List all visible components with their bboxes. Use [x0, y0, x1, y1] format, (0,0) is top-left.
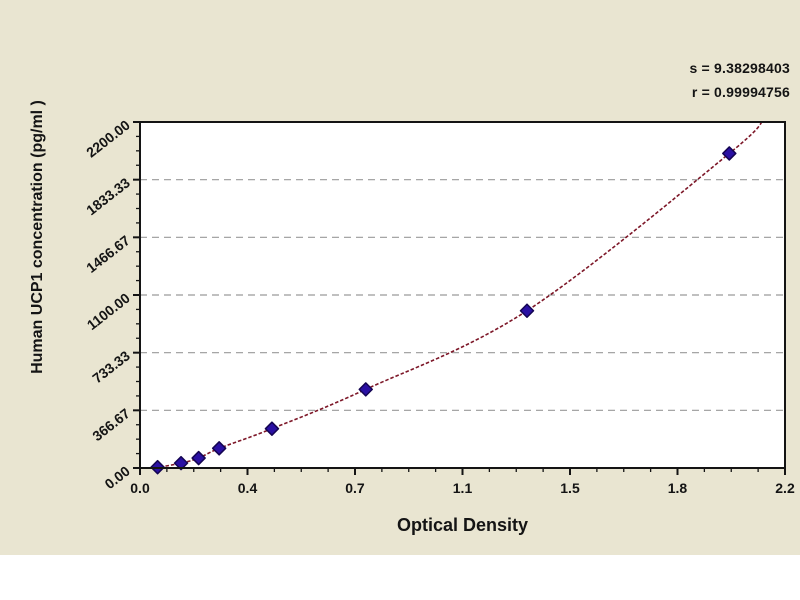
data-point: [211, 441, 227, 456]
y-tick-label: 1100.00: [84, 290, 133, 333]
y-tick-label: 1833.33: [83, 174, 133, 218]
x-tick-label: 1.5: [560, 480, 580, 496]
data-point: [173, 455, 189, 471]
standard-curve-plot: 0.0 0.4 0.7 1.1 1.5 1.8 2.2 0.00 366.67 733.33 110…: [83, 117, 795, 496]
x-tick-label: 0.4: [238, 480, 258, 496]
fit-statistics: s = 9.38298403 r = 0.99994756: [689, 56, 790, 104]
data-point: [358, 382, 373, 397]
y-tick-label: 366.67: [89, 405, 133, 444]
x-tick-label: 1.1: [453, 480, 473, 496]
y-tick-label: 2200.00: [83, 117, 133, 161]
elisa-standard-curve-figure: s = 9.38298403 r = 0.99994756 Human UCP1…: [0, 0, 800, 555]
y-tick-label: 1466.67: [83, 232, 133, 276]
x-tick-label: 1.8: [668, 480, 688, 496]
y-tick-label: 733.33: [89, 347, 133, 386]
data-point: [519, 303, 535, 318]
stat-r-value: r = 0.99994756: [691, 84, 790, 100]
x-tick-label: 2.2: [775, 480, 795, 496]
x-tick-label: 0.0: [130, 480, 150, 496]
stat-s-value: s = 9.38298403: [689, 60, 790, 76]
plot-background: [140, 122, 785, 468]
data-point: [191, 450, 206, 466]
data-point: [722, 146, 737, 161]
x-axis-title: Optical Density: [396, 515, 529, 535]
y-tick-label: 0.00: [102, 463, 133, 493]
data-point: [264, 421, 280, 436]
x-tick-label: 0.7: [345, 480, 365, 496]
